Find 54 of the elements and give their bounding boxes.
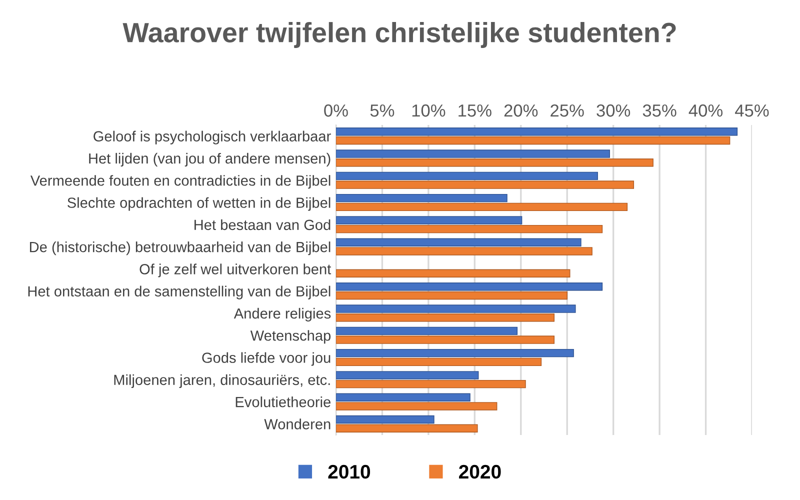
bar (336, 158, 654, 167)
x-tick-label: 0% (324, 104, 348, 117)
y-tick-label: Andere religies (234, 308, 331, 322)
y-tick-label: Evolutietheorie (236, 396, 330, 408)
y-tick-label: Vermeende fouten en contradicties in de Bijbel (30, 175, 330, 189)
bar (336, 247, 592, 256)
bar (336, 136, 730, 145)
chart-title: Waarover twijfelen christelijke studenten? (122, 22, 676, 48)
bar (336, 172, 598, 180)
bar (336, 358, 542, 366)
bar (336, 194, 508, 202)
bar (336, 304, 576, 313)
x-tick-label: 25% (550, 104, 584, 117)
x-tick-label: 40% (688, 104, 723, 117)
y-tick-label: Wetenschap (250, 330, 331, 344)
bar (336, 202, 628, 212)
x-tick-label: 45% (735, 104, 769, 117)
bar (336, 150, 610, 158)
bar (336, 224, 603, 234)
y-tick-label: Het lijden (van jou of andere mensen) (89, 152, 330, 167)
y-tick-label: Slechte opdrachten of wetten in de Bijbel (68, 197, 330, 211)
y-tick-label: Het ontstaan en de samenstelling van de Bijbel (28, 286, 330, 300)
bar (336, 348, 574, 358)
y-tick-label: Gods liefde voor jou (202, 352, 330, 366)
bar (336, 415, 434, 424)
bar (336, 314, 555, 322)
y-tick-label: Miljoenen jaren, dinosauriërs, etc. (114, 374, 330, 388)
bar (336, 402, 498, 410)
bar (336, 336, 555, 344)
x-tick-label: 20% (504, 104, 538, 117)
legend-label: 2020 (459, 464, 501, 479)
x-tick-label: 15% (458, 104, 492, 117)
x-tick-label: 30% (596, 104, 630, 117)
y-tick-label: Wonderen (264, 418, 330, 430)
bar (336, 371, 479, 380)
y-tick-label: Geloof is psychologisch verklaarbaar (94, 130, 331, 144)
bar (336, 393, 470, 402)
legend-label: 2010 (328, 464, 370, 479)
y-tick-label: De (historische) betrouwbaarheid van de Bijbel (30, 242, 330, 256)
bar (336, 326, 518, 336)
y-tick-label: Of je zelf wel uitverkoren bent (140, 264, 332, 278)
bar (336, 269, 570, 278)
bar (336, 238, 582, 246)
x-tick-label: 5% (370, 104, 394, 117)
bar (336, 282, 603, 291)
bar (336, 291, 568, 300)
bar (336, 380, 526, 388)
x-tick-label: 10% (412, 104, 446, 117)
bar (336, 128, 738, 136)
bar (336, 216, 522, 224)
bar (336, 424, 478, 432)
x-tick-label: 35% (642, 104, 676, 117)
bar (336, 180, 634, 189)
y-tick-label: Het bestaan van God (194, 219, 330, 230)
